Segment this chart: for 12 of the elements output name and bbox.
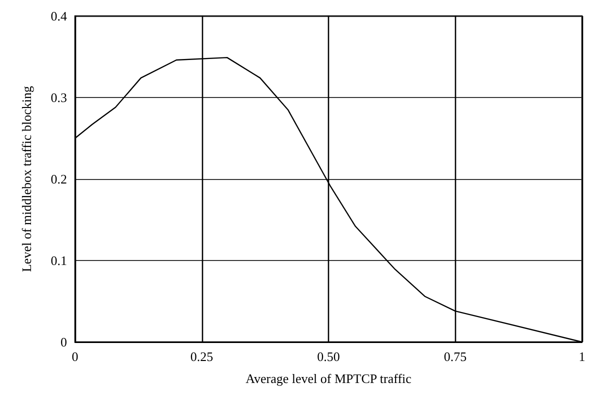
x-axis-title: Average level of MPTCP traffic xyxy=(246,371,412,386)
y-tick-label: 0.3 xyxy=(50,90,67,105)
x-tick-label: 0.25 xyxy=(190,349,214,364)
y-tick-label: 0.4 xyxy=(50,8,68,24)
y-tick-label: 0.2 xyxy=(50,172,67,186)
y-tick-label: 0.1 xyxy=(50,253,67,268)
x-tick-label: 0.50 xyxy=(317,349,340,364)
x-tick-label: 1 xyxy=(578,349,586,364)
x-tick-label: 0.75 xyxy=(444,349,467,364)
x-tick-label: 0 xyxy=(72,349,78,364)
y-axis-title: Level of middlebox traffic blocking xyxy=(19,85,34,272)
y-tick-label: 0 xyxy=(60,334,67,350)
